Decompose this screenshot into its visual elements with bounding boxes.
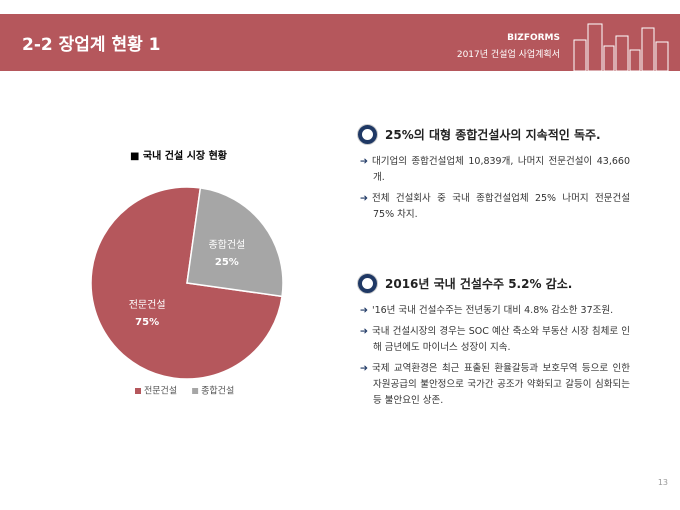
legend-swatch: [192, 388, 199, 394]
bullet: '16년 국내 건설수주는 전년동기 대비 4.8% 감소한 37조원.: [358, 303, 630, 319]
chart-title: ■ 국내 건설 시장 현황: [130, 149, 228, 162]
slice-label: 종합건설: [208, 239, 245, 251]
section-heading: 25%의 대형 종합건설사의 지속적인 독주.: [358, 125, 630, 144]
brand: BIZFORMS: [507, 33, 560, 43]
bullet: 국내 건설시장의 경우는 SOC 예산 축소와 부동산 시장 침체로 인해 금년…: [358, 324, 630, 356]
building-icon: [573, 23, 669, 72]
legend-label: 종합건설: [201, 386, 234, 397]
header-band: [0, 14, 680, 71]
heading-text: 2016년 국내 건설수주 5.2% 감소.: [385, 277, 573, 291]
legend-swatch: [135, 388, 141, 394]
bullet: 전체 건설회사 중 국내 종합건설업체 25% 나머지 전문건설 75% 차지.: [358, 191, 630, 223]
slide-title: 2-2 장업계 현황 1: [22, 35, 161, 55]
heading-text: 25%의 대형 종합건설사의 지속적인 독주.: [385, 128, 601, 142]
legend-label: 전문건설: [144, 386, 177, 397]
bullet: 국제 교역환경은 최근 표출된 환율갈등과 보호무역 등으로 인한 자원공급의 …: [358, 361, 630, 409]
subtitle: 2017년 건설업 사업계획서: [456, 50, 560, 60]
ring-icon: [358, 125, 377, 144]
page-number: 13: [657, 478, 668, 487]
slice-label: 전문건설: [129, 299, 166, 311]
pie-slice: [186, 187, 284, 298]
slice-value: 75%: [135, 317, 159, 328]
bullet: 대기업의 종합건설업체 10,839개, 나머지 전문건설이 43,660개.: [358, 154, 630, 186]
section: 25%의 대형 종합건설사의 지속적인 독주. 대기업의 종합건설업체 10,83…: [358, 125, 630, 228]
section-heading: 2016년 국내 건설수주 5.2% 감소.: [358, 274, 630, 293]
ring-icon: [358, 274, 377, 293]
section: 2016년 국내 건설수주 5.2% 감소. '16년 국내 건설수주는 전년동기…: [358, 274, 630, 414]
slice-value: 25%: [215, 257, 239, 268]
